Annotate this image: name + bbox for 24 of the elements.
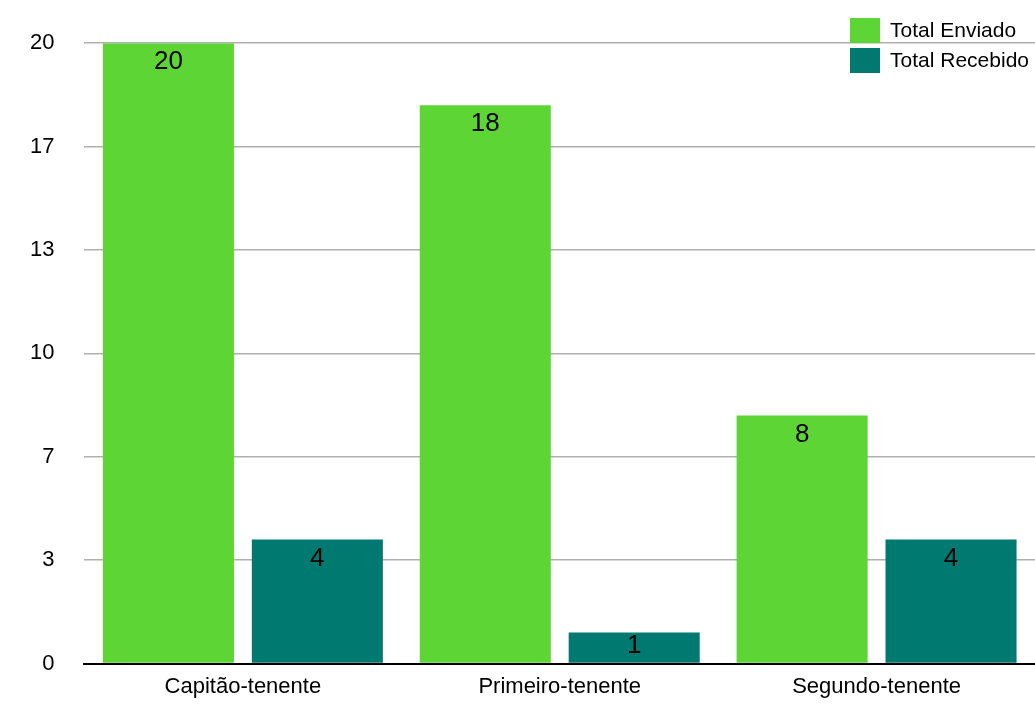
data-label: 1 xyxy=(626,629,642,660)
bar xyxy=(251,539,383,663)
bar xyxy=(736,415,868,663)
data-label: 4 xyxy=(943,541,959,572)
data-label: 20 xyxy=(153,45,183,76)
y-tick-label: 10 xyxy=(29,339,55,365)
bar xyxy=(102,43,234,663)
data-label: 8 xyxy=(794,417,810,448)
legend-label: Total Recebido xyxy=(890,47,1029,73)
bar xyxy=(568,632,700,663)
x-tick-label: Segundo-tenente xyxy=(792,672,961,698)
x-tick-label: Capitão-tenente xyxy=(164,672,322,698)
y-tick-label: 7 xyxy=(42,442,55,468)
y-tick-label: 0 xyxy=(42,649,55,675)
data-label: 18 xyxy=(470,107,500,138)
bar xyxy=(885,539,1017,663)
data-label: 4 xyxy=(310,541,325,572)
y-tick-label: 3 xyxy=(42,546,55,572)
x-tick-label: Primeiro-tenente xyxy=(478,672,642,698)
y-tick-label: 17 xyxy=(29,132,55,158)
y-tick-label: 13 xyxy=(29,236,55,262)
legend-label: Total Enviado xyxy=(890,17,1017,43)
bar xyxy=(419,105,551,663)
y-tick-label: 20 xyxy=(29,29,55,55)
